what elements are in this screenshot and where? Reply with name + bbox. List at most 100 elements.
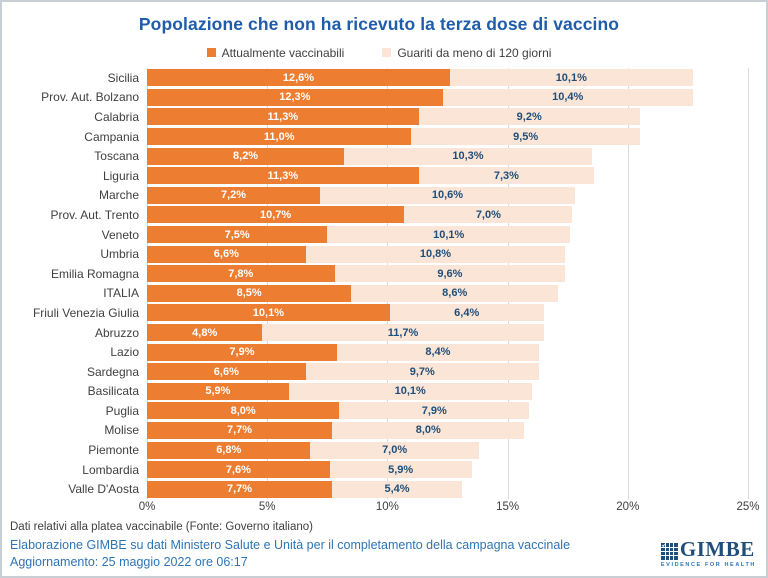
- chart-row: Piemonte 6,8% 7,0%: [10, 440, 748, 460]
- bar-segment-guariti: 5,9%: [329, 461, 472, 479]
- bar-track: 7,6% 5,9%: [147, 461, 748, 479]
- bar-value-label: 10,1%: [555, 71, 587, 84]
- gridline: [507, 68, 509, 499]
- gridline: [748, 68, 749, 499]
- grid-layer: [147, 68, 749, 499]
- footer: Dati relativi alla platea vaccinabile (F…: [10, 521, 748, 569]
- x-axis-tick-label: 15%: [496, 501, 520, 513]
- category-label: Basilicata: [87, 384, 139, 399]
- bar-value-label: 7,2%: [221, 189, 247, 202]
- bar-rows: Sicilia 12,6% 10,1% Prov. Aut. Bolzano 12,3%…: [10, 68, 748, 499]
- x-axis-tick-label: 5%: [258, 501, 276, 513]
- bar-segment-vaccinabili: 10,7%: [147, 206, 405, 224]
- bar-segment-guariti: 10,4%: [442, 88, 693, 106]
- bar-value-label: 7,9%: [229, 346, 255, 359]
- bar-value-label: 7,6%: [225, 463, 251, 476]
- bar-segment-vaccinabili: 7,5%: [147, 226, 328, 244]
- bar-segment-vaccinabili: 8,2%: [147, 147, 345, 165]
- category-label: Puglia: [105, 403, 139, 418]
- bar-track: 7,9% 8,4%: [147, 343, 748, 361]
- bar-value-label: 10,6%: [431, 189, 464, 202]
- bar-segment-guariti: 10,1%: [288, 382, 532, 400]
- category-label: Veneto: [101, 227, 139, 242]
- gimbe-logo-tagline: EVIDENCE FOR HEALTH: [660, 562, 756, 568]
- bar-value-label: 11,3%: [267, 110, 299, 123]
- chart-row: Basilicata 5,9% 10,1%: [10, 382, 748, 402]
- category-label: Emilia Romagna: [50, 266, 139, 281]
- bar-value-label: 6,8%: [216, 444, 242, 457]
- bar-value-label: 10,8%: [419, 248, 452, 261]
- chart-row: Molise 7,7% 8,0%: [10, 421, 748, 441]
- bar-segment-guariti: 9,7%: [305, 363, 539, 381]
- category-label: Liguria: [102, 168, 139, 183]
- legend-item-guariti: Guariti da meno di 120 giorni: [382, 46, 551, 60]
- footer-note: Dati relativi alla platea vaccinabile (F…: [10, 521, 313, 533]
- x-axis-tick-label: 0%: [138, 501, 156, 513]
- category-label: Molise: [104, 423, 139, 438]
- gridline: [147, 68, 148, 499]
- chart-row: Prov. Aut. Bolzano 12,3% 10,4%: [10, 88, 748, 108]
- category-label: ITALIA: [103, 286, 139, 301]
- bar-track: 11,3% 7,3%: [147, 167, 748, 185]
- category-label: Toscana: [94, 149, 139, 164]
- bar-track: 6,6% 10,8%: [147, 245, 748, 263]
- bar-segment-vaccinabili: 7,6%: [147, 461, 330, 479]
- legend-swatch-peach-icon: [382, 48, 392, 57]
- x-axis-tick-label: 20%: [616, 501, 640, 513]
- category-label: Lazio: [110, 345, 139, 360]
- bar-track: 7,8% 9,6%: [147, 265, 748, 283]
- category-label: Prov. Aut. Bolzano: [41, 90, 139, 105]
- bar-segment-guariti: 9,5%: [411, 128, 640, 146]
- bar-segment-vaccinabili: 6,6%: [147, 245, 306, 263]
- bar-value-label: 8,0%: [230, 404, 256, 417]
- bar-segment-vaccinabili: 11,3%: [147, 167, 419, 185]
- chart-title: Popolazione che non ha ricevuto la terza…: [138, 14, 620, 34]
- category-label: Campania: [84, 129, 139, 144]
- bar-segment-guariti: 7,0%: [310, 441, 479, 459]
- bar-segment-guariti: 7,3%: [418, 167, 595, 185]
- gimbe-logo: GIMBE EVIDENCE FOR HEALTH: [660, 539, 756, 568]
- bar-segment-vaccinabili: 10,1%: [147, 304, 390, 322]
- bar-segment-guariti: 8,4%: [336, 343, 539, 361]
- bar-segment-vaccinabili: 8,0%: [147, 402, 340, 420]
- bar-segment-guariti: 9,2%: [418, 108, 640, 126]
- legend: Attualmente vaccinabili Guariti da meno …: [10, 45, 748, 60]
- bar-segment-vaccinabili: 7,9%: [147, 343, 337, 361]
- bar-segment-guariti: 6,4%: [389, 304, 544, 322]
- footer-update: Aggiornamento: 25 maggio 2022 ore 06:17: [10, 555, 248, 569]
- category-label: Valle D'Aosta: [68, 482, 139, 497]
- bar-segment-guariti: 7,9%: [339, 402, 530, 420]
- bar-value-label: 10,7%: [260, 208, 292, 221]
- chart-row: Lazio 7,9% 8,4%: [10, 342, 748, 362]
- bar-segment-vaccinabili: 7,8%: [147, 265, 335, 283]
- chart-row: ITALIA 8,5% 8,6%: [10, 284, 748, 304]
- bar-value-label: 7,7%: [227, 483, 253, 496]
- bar-value-label: 5,9%: [388, 463, 414, 476]
- bar-value-label: 10,4%: [552, 91, 584, 104]
- bar-value-label: 6,6%: [213, 248, 239, 261]
- bar-value-label: 6,6%: [213, 365, 239, 378]
- bar-segment-vaccinabili: 12,3%: [147, 88, 443, 106]
- bar-value-label: 7,0%: [382, 444, 408, 457]
- bar-value-label: 8,0%: [415, 424, 441, 437]
- x-axis-tick-label: 10%: [375, 501, 399, 513]
- chart-row: Marche 7,2% 10,6%: [10, 186, 748, 206]
- chart-row: Toscana 8,2% 10,3%: [10, 146, 748, 166]
- bar-value-label: 7,3%: [493, 169, 519, 182]
- bar-segment-vaccinabili: 8,5%: [147, 284, 352, 302]
- bar-value-label: 7,0%: [475, 208, 501, 221]
- x-axis: 0% 5% 10% 15% 20% 25%: [139, 501, 760, 517]
- bar-segment-vaccinabili: 7,7%: [147, 421, 333, 439]
- bar-track: 10,1% 6,4%: [147, 304, 748, 322]
- bar-segment-guariti: 10,1%: [449, 69, 693, 87]
- category-label: Friuli Venezia Giulia: [32, 305, 139, 320]
- bar-value-label: 10,1%: [394, 385, 426, 398]
- gimbe-logo-icon: [660, 543, 678, 560]
- legend-label: Guariti da meno di 120 giorni: [397, 45, 552, 60]
- bar-value-label: 8,5%: [236, 287, 262, 300]
- chart-row: Sicilia 12,6% 10,1%: [10, 68, 748, 88]
- legend-item-vaccinabili: Attualmente vaccinabili: [206, 46, 344, 60]
- bar-segment-vaccinabili: 7,2%: [147, 186, 321, 204]
- bar-value-label: 7,8%: [228, 267, 254, 280]
